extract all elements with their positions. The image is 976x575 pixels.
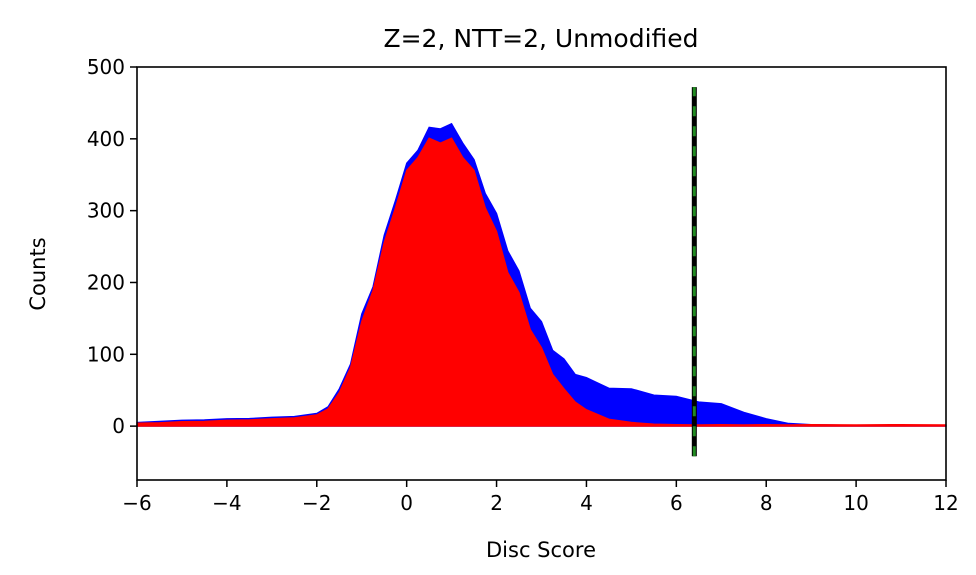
x-tick-label: −6 (122, 491, 151, 515)
x-tick-label: 12 (933, 491, 958, 515)
y-tick-label: 400 (87, 127, 125, 151)
x-tick-label: 4 (580, 491, 593, 515)
x-tick-label: 0 (400, 491, 413, 515)
x-tick-label: 2 (490, 491, 503, 515)
x-tick-label: −4 (212, 491, 241, 515)
y-tick-label: 500 (87, 55, 125, 79)
x-tick-label: −2 (302, 491, 331, 515)
y-tick-label: 300 (87, 199, 125, 223)
histogram-area-2 (136, 137, 947, 427)
y-axis: 0 100 200 300 400 500 (87, 55, 137, 438)
y-axis-title: Counts (26, 237, 50, 310)
chart-title: Z=2, NTT=2, Unmodified (383, 24, 698, 53)
y-tick-label: 100 (87, 342, 125, 366)
x-axis-title: Disc Score (486, 538, 596, 562)
axes-frame (136, 66, 947, 481)
x-tick-label: 8 (760, 491, 773, 515)
y-tick-label: 0 (112, 414, 125, 438)
y-tick-label: 200 (87, 270, 125, 294)
x-axis: −6 −4 −2 0 2 4 6 8 10 12 (122, 480, 959, 515)
x-tick-label: 10 (843, 491, 868, 515)
x-tick-label: 6 (670, 491, 683, 515)
plot-area (136, 87, 947, 457)
